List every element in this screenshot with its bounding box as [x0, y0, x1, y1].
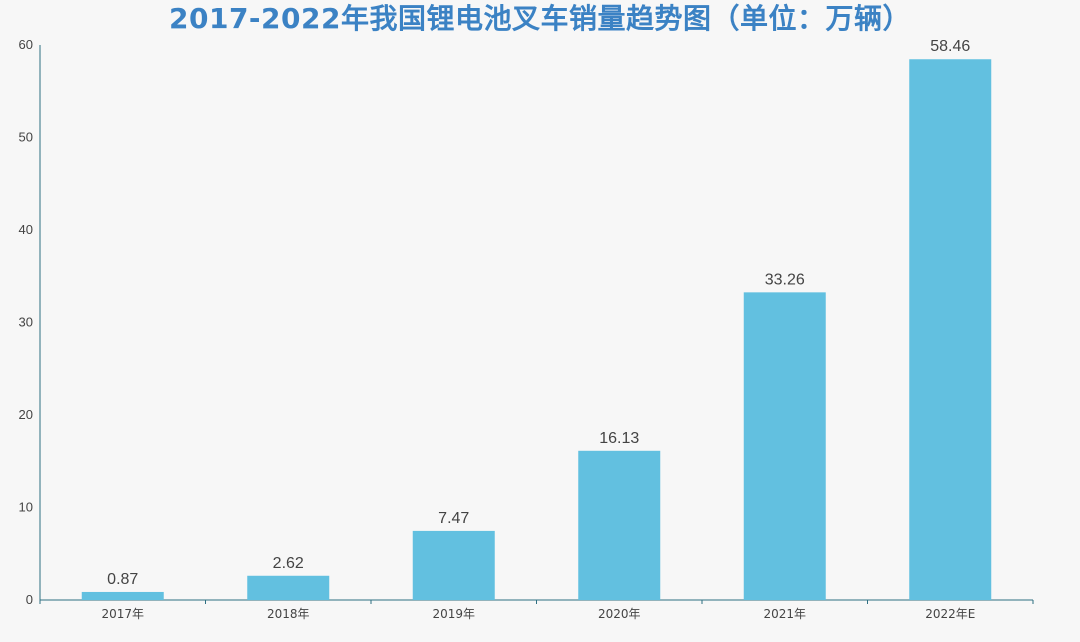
- x-tick-label: 2020年: [598, 607, 641, 621]
- y-tick-label: 20: [19, 407, 33, 422]
- x-axis: 2017年 2018年 2019年 2020年 2021年 2022年E: [39, 599, 1034, 621]
- x-tick-label: 2022年E: [925, 607, 975, 621]
- data-label: 33.26: [765, 271, 805, 288]
- bars: [81, 59, 992, 601]
- y-tick-label: 50: [19, 130, 33, 145]
- y-tick-label: 30: [19, 315, 33, 330]
- data-label: 2.62: [273, 555, 304, 572]
- value-labels: 0.87 2.62 7.47 16.13 33.26 58.46: [107, 38, 970, 588]
- data-label: 0.87: [107, 571, 138, 588]
- bar: [743, 292, 826, 600]
- bar: [81, 591, 164, 600]
- x-tick-label: 2021年: [763, 607, 806, 621]
- y-axis: 0 10 20 30 40 50 60: [19, 37, 41, 607]
- data-label: 7.47: [438, 510, 469, 527]
- chart-title: 2017-2022年我国锂电池叉车销量趋势图（单位：万辆）: [169, 2, 911, 35]
- y-tick-label: 0: [26, 592, 33, 607]
- x-tick-label: 2019年: [432, 607, 475, 621]
- y-tick-label: 40: [19, 222, 33, 237]
- data-label: 16.13: [599, 430, 639, 447]
- data-label: 58.46: [930, 38, 970, 55]
- bar: [412, 530, 495, 600]
- bar: [247, 575, 330, 600]
- x-tick-label: 2018年: [267, 607, 310, 621]
- bar: [909, 59, 992, 601]
- bar: [578, 450, 661, 600]
- x-tick-label: 2017年: [101, 607, 144, 621]
- y-tick-label: 10: [19, 500, 33, 515]
- y-tick-label: 60: [19, 37, 33, 52]
